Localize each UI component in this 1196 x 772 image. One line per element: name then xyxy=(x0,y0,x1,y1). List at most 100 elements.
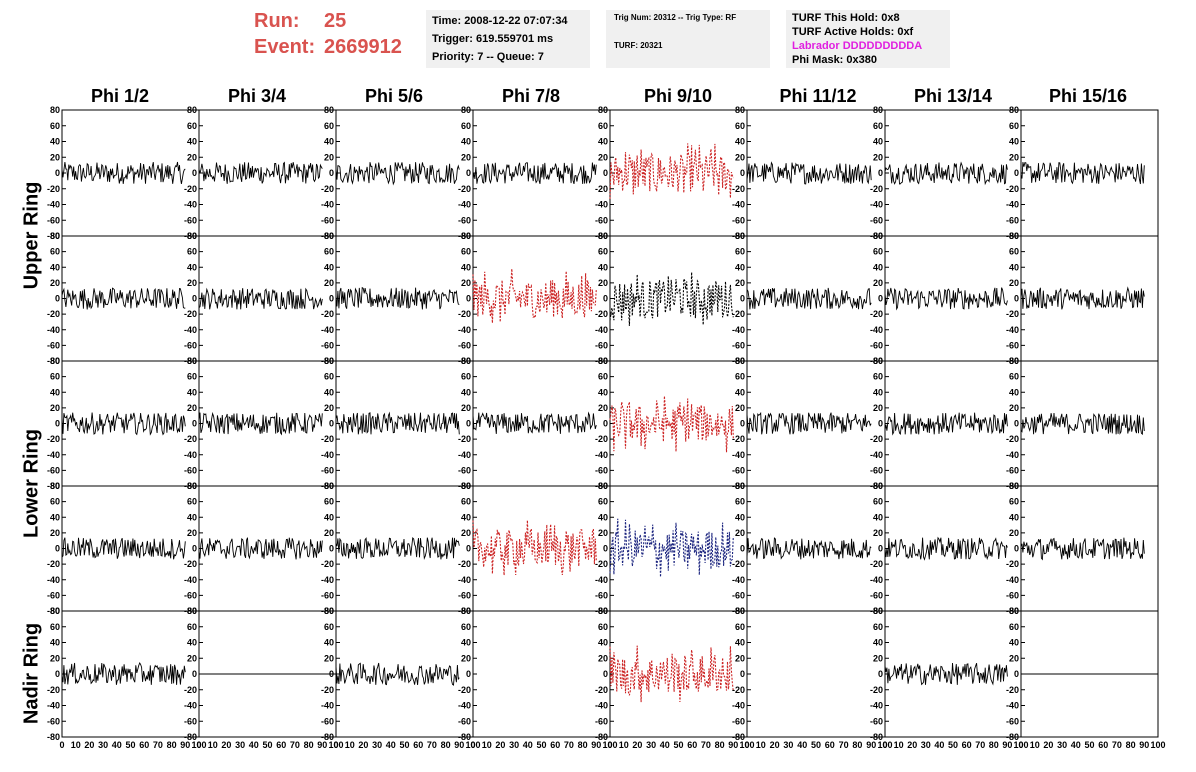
y-tick-label: -80 xyxy=(47,481,60,491)
x-tick-label: 90 xyxy=(728,740,738,750)
y-tick-label: -20 xyxy=(595,434,608,444)
y-tick-label: -20 xyxy=(458,309,471,319)
x-tick-label: 100 xyxy=(877,740,892,750)
y-tick-label: 60 xyxy=(187,372,197,382)
turf-active-holds-text: TURF Active Holds: 0xf xyxy=(792,26,914,38)
y-tick-label: 20 xyxy=(873,278,883,288)
waveform-trace xyxy=(746,161,872,185)
panel-frame xyxy=(746,610,886,738)
waveform-trace xyxy=(609,272,734,326)
x-tick-label: 70 xyxy=(839,740,849,750)
panel-frame xyxy=(609,610,748,738)
x-tick-label: 60 xyxy=(413,740,423,750)
y-tick-label: 40 xyxy=(1009,262,1019,272)
y-tick-label: 80 xyxy=(187,105,197,115)
x-tick-label: 40 xyxy=(797,740,807,750)
y-tick-label: -80 xyxy=(47,732,60,742)
y-tick-label: 20 xyxy=(324,653,334,663)
y-tick-label: 20 xyxy=(873,152,883,162)
x-tick-label: 40 xyxy=(934,740,944,750)
y-tick-label: 0 xyxy=(466,544,471,554)
y-tick-label: 80 xyxy=(598,606,608,616)
y-tick-label: 0 xyxy=(878,419,883,429)
x-tick-label: 60 xyxy=(276,740,286,750)
x-tick-label: 10 xyxy=(482,740,492,750)
y-tick-label: 80 xyxy=(50,231,60,241)
y-tick-label: 80 xyxy=(324,105,334,115)
y-tick-label: -60 xyxy=(47,465,60,475)
run-label: Run: xyxy=(254,10,300,32)
y-tick-label: 20 xyxy=(187,278,197,288)
y-tick-label: 40 xyxy=(735,387,745,397)
x-tick-label: 20 xyxy=(1043,740,1053,750)
y-tick-label: 20 xyxy=(50,653,60,663)
waveform-trace xyxy=(198,287,323,310)
y-tick-label: 0 xyxy=(192,294,197,304)
panel-frame xyxy=(198,485,337,612)
y-tick-label: 40 xyxy=(187,512,197,522)
waveform-trace xyxy=(335,662,460,686)
y-tick-label: 0 xyxy=(192,544,197,554)
y-tick-label: 40 xyxy=(1009,638,1019,648)
y-tick-label: -80 xyxy=(321,732,334,742)
y-tick-label: -60 xyxy=(732,590,745,600)
y-tick-label: -60 xyxy=(321,590,334,600)
y-tick-label: 40 xyxy=(50,387,60,397)
y-tick-label: 0 xyxy=(1014,544,1019,554)
waveform-trace xyxy=(1020,412,1145,436)
y-tick-label: -20 xyxy=(321,184,334,194)
x-tick-label: 90 xyxy=(866,740,876,750)
y-tick-label: 60 xyxy=(598,622,608,632)
y-tick-label: 80 xyxy=(187,481,197,491)
x-tick-label: 80 xyxy=(1126,740,1136,750)
y-tick-label: 20 xyxy=(187,653,197,663)
y-tick-label: -20 xyxy=(732,309,745,319)
y-tick-label: 40 xyxy=(187,387,197,397)
turf-this-hold-text: TURF This Hold: 0x8 xyxy=(792,12,900,24)
x-tick-label: 60 xyxy=(1098,740,1108,750)
waveform-trace xyxy=(61,537,186,560)
y-tick-label: -60 xyxy=(1006,465,1019,475)
x-tick-label: 50 xyxy=(673,740,683,750)
x-tick-label: 100 xyxy=(465,740,480,750)
y-tick-label: 60 xyxy=(50,121,60,131)
y-tick-label: 40 xyxy=(50,638,60,648)
y-tick-label: 0 xyxy=(603,168,608,178)
y-tick-label: 0 xyxy=(55,669,60,679)
y-tick-label: -40 xyxy=(595,450,608,460)
y-tick-label: -40 xyxy=(1006,450,1019,460)
y-tick-label: -60 xyxy=(1006,590,1019,600)
y-tick-label: 60 xyxy=(324,247,334,257)
x-tick-label: 60 xyxy=(687,740,697,750)
waveform-trace xyxy=(61,662,186,685)
y-tick-label: 60 xyxy=(187,121,197,131)
y-tick-label: -80 xyxy=(47,606,60,616)
y-tick-label: -40 xyxy=(47,325,60,335)
waveform-trace xyxy=(609,645,734,703)
y-tick-label: -20 xyxy=(184,559,197,569)
x-tick-label: 30 xyxy=(1057,740,1067,750)
y-tick-label: 40 xyxy=(324,262,334,272)
x-tick-label: 70 xyxy=(975,740,985,750)
y-tick-label: 20 xyxy=(598,528,608,538)
waveform-trace xyxy=(884,287,1008,311)
y-tick-label: -40 xyxy=(1006,200,1019,210)
y-tick-label: 20 xyxy=(461,152,471,162)
waveform-trace xyxy=(884,536,1008,561)
x-tick-label: 20 xyxy=(84,740,94,750)
y-tick-label: 80 xyxy=(598,481,608,491)
y-tick-label: -40 xyxy=(732,701,745,711)
y-tick-label: 0 xyxy=(329,168,334,178)
y-tick-label: -40 xyxy=(595,575,608,585)
panel-frame xyxy=(198,360,337,487)
y-tick-label: 80 xyxy=(461,481,471,491)
y-tick-label: 40 xyxy=(324,137,334,147)
x-tick-label: 40 xyxy=(1071,740,1081,750)
